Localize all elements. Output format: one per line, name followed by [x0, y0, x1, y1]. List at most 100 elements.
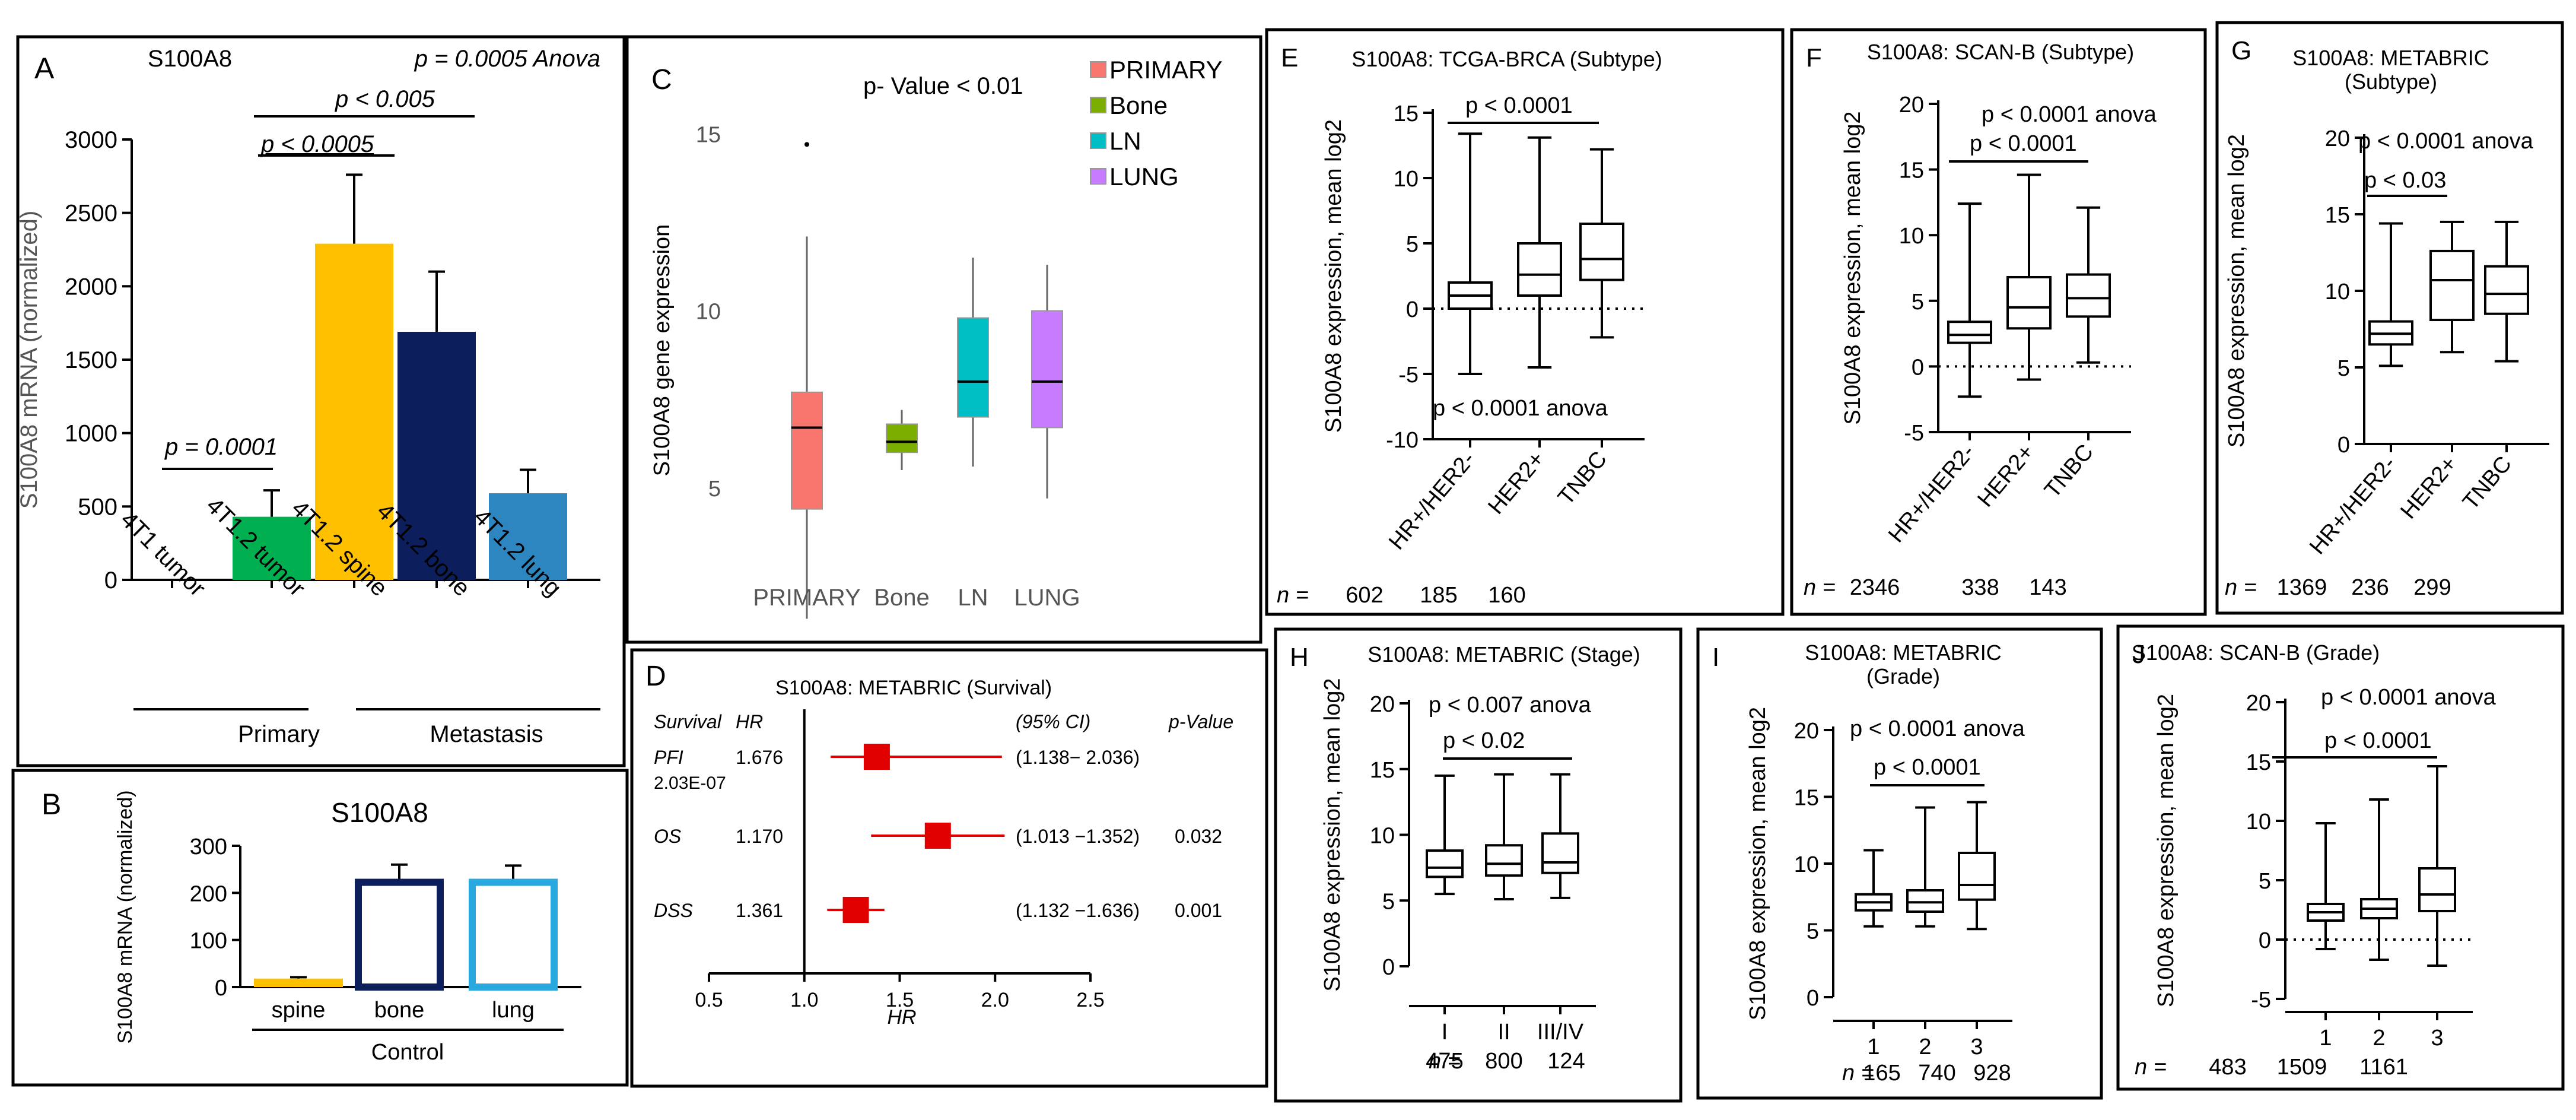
bar — [233, 516, 311, 580]
x-tick-label: HR+/HER2- — [1384, 447, 1480, 554]
x-tick-label: bone — [374, 998, 425, 1023]
hazard-ratio-marker — [842, 897, 869, 923]
panel-I: I S100A8: METABRIC(Grade) 0 5 10 15 20 S100A8 e… — [1696, 627, 2103, 1100]
sample-count-prefix: n = — [1277, 583, 1309, 608]
sample-count: 338 — [1961, 575, 1999, 600]
y-tick-label: 0 — [1382, 955, 1395, 980]
y-tick-label: 15 — [2325, 203, 2350, 228]
hazard-ratio-marker — [863, 744, 890, 770]
sample-count: 160 — [1488, 583, 1525, 608]
panel-frame — [2215, 21, 2564, 615]
box — [2066, 273, 2111, 318]
legend-swatch — [1090, 132, 1106, 149]
y-tick-label: 0 — [215, 976, 227, 1001]
y-tick-label: 20 — [2325, 126, 2350, 151]
legend-label: Bone — [1109, 91, 1168, 119]
panel-frame — [1696, 627, 2103, 1100]
panel-F: F S100A8: SCAN-B (Subtype) -5 0 5 10 15 20 S100A… — [1790, 28, 2207, 616]
x-tick-label: II — [1497, 1020, 1510, 1045]
y-tick-label: 0 — [1406, 297, 1419, 322]
sample-count: 800 — [1485, 1049, 1522, 1074]
x-tick-label: 2 — [2373, 1026, 2385, 1051]
x-axis-label: HR — [887, 1006, 916, 1029]
y-tick-label: 5 — [2259, 869, 2271, 894]
panel-letter: J — [2132, 640, 2145, 669]
y-tick-label: -10 — [1386, 428, 1419, 453]
y-tick-label: 100 — [190, 929, 227, 954]
panel-title: S100A8: TCGA-BRCA (Subtype) — [1351, 47, 1662, 71]
panel-H: H S100A8: METABRIC (Stage) 0 5 10 15 20 S100A8 … — [1274, 627, 1683, 1103]
x-tick-label: HR+/HER2- — [2305, 452, 2401, 559]
y-tick-label: 10 — [696, 300, 721, 325]
sample-count: 2346 — [1850, 575, 1900, 600]
y-tick-label: 0 — [2338, 433, 2350, 458]
panel-B: B S100A8 0 100 200 300 S100A8 mRNA (normalized… — [11, 769, 629, 1087]
x-tick-label: 2.0 — [981, 989, 1009, 1011]
x-tick-label: 4T1 tumor — [116, 506, 211, 601]
y-tick-label: 20 — [1794, 719, 1819, 744]
sample-count: 1369 — [2277, 575, 2327, 600]
bar — [397, 332, 476, 580]
y-axis-label: S100A8 expression, mean log2 — [1320, 678, 1345, 991]
hazard-ratio-value: 1.676 — [736, 747, 783, 768]
ci-text: (1.132 −1.636) — [1016, 900, 1140, 921]
panel-title: S100A8: METABRIC (Survival) — [775, 677, 1052, 699]
panel-title: S100A8: METABRIC — [1805, 640, 2001, 665]
panel-subtitle: (Grade) — [1866, 664, 1940, 689]
p-value-annotation: p < 0.02 — [1443, 728, 1525, 753]
panel-title: S100A8 — [148, 46, 232, 72]
y-tick-label: 20 — [1370, 692, 1395, 717]
panel-letter: D — [645, 661, 666, 692]
panel-title: S100A8: METABRIC — [2292, 46, 2489, 70]
y-tick-label: 0 — [1807, 986, 1819, 1011]
x-tick-label: HR+/HER2- — [1884, 440, 1980, 547]
panel-D: D S100A8: METABRIC (Survival) Survival HR (9… — [630, 648, 1268, 1088]
box — [1426, 849, 1464, 878]
y-tick-label: 1500 — [65, 347, 117, 373]
p-value-annotation: p < 0.0001 anova — [2358, 129, 2534, 154]
box — [957, 317, 989, 418]
x-tick-label: spine — [272, 998, 326, 1023]
y-tick-label: 5 — [1406, 232, 1419, 257]
panel-title: S100A8: METABRIC (Stage) — [1367, 642, 1640, 667]
sample-count: 165 — [1863, 1061, 1900, 1086]
x-tick-label: 1 — [1867, 1035, 1879, 1059]
panel-frame — [16, 35, 626, 767]
y-tick-label: 10 — [1899, 224, 1924, 249]
bar — [254, 978, 343, 987]
x-tick-label: 1.0 — [790, 989, 818, 1011]
ci-text: (1.138− 2.036) — [1016, 747, 1140, 768]
panel-letter: A — [34, 52, 55, 85]
box — [1485, 844, 1523, 877]
y-tick-label: 15 — [1370, 758, 1395, 783]
sample-count: 928 — [1973, 1061, 2011, 1086]
p-value-annotation: p < 0.0001 — [2324, 728, 2432, 753]
legend-swatch — [1090, 97, 1106, 113]
panel-frame — [1274, 627, 1683, 1103]
sample-count: 143 — [2029, 575, 2066, 600]
y-tick-label: -5 — [2251, 988, 2271, 1013]
box — [2418, 867, 2456, 912]
y-tick-label: 0 — [2259, 928, 2271, 953]
column-header: (95% CI) — [1016, 711, 1090, 732]
column-header: Survival — [654, 711, 722, 732]
panel-frame — [630, 648, 1268, 1088]
y-tick-label: 15 — [1794, 786, 1819, 811]
y-tick-label: 10 — [2246, 810, 2271, 835]
y-tick-label: 15 — [1899, 158, 1924, 183]
x-tick-label: 1.5 — [886, 989, 914, 1011]
p-value: 0.032 — [1175, 826, 1222, 847]
panel-letter: H — [1290, 643, 1309, 672]
box — [2006, 275, 2052, 330]
sample-count: 236 — [2351, 575, 2389, 600]
y-tick-label: 0 — [104, 567, 117, 594]
box — [1906, 889, 1944, 913]
y-tick-label: 200 — [190, 881, 227, 906]
y-axis-label: S100A8 gene expression — [650, 224, 675, 477]
x-tick-label: 2 — [1919, 1035, 1931, 1059]
p-value-annotation: p < 0.007 anova — [1429, 693, 1591, 718]
sample-count-prefix: n = — [1804, 575, 1836, 600]
y-axis-label: S100A8 mRNA (normalized) — [16, 211, 42, 509]
y-tick-label: 15 — [696, 122, 721, 147]
sample-count: 299 — [2413, 575, 2451, 600]
